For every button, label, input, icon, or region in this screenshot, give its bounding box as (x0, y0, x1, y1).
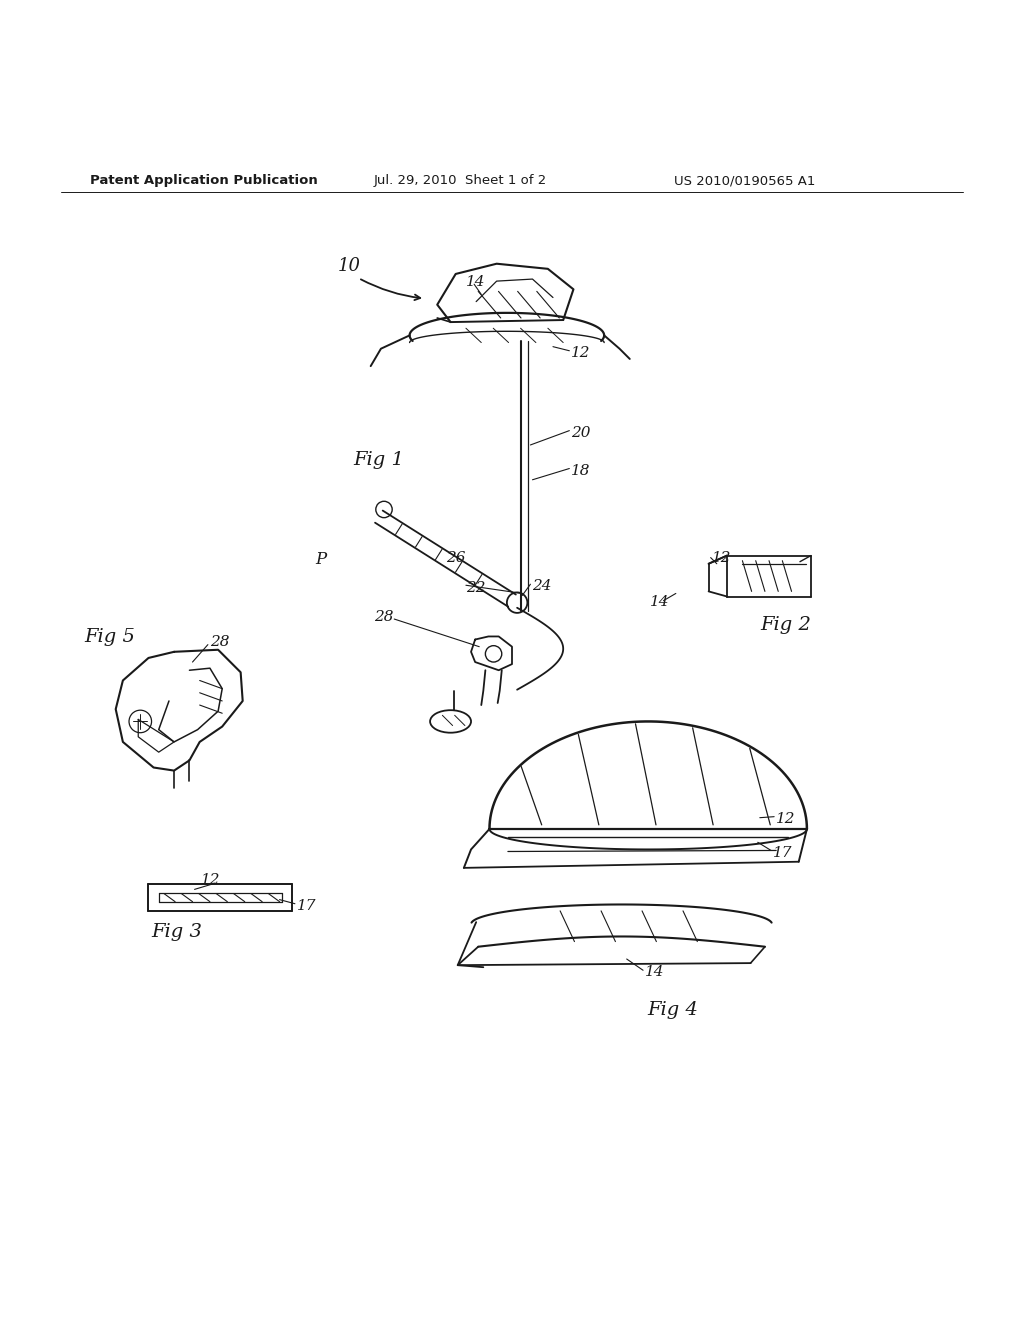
Text: 28: 28 (210, 635, 229, 648)
Text: 14: 14 (466, 275, 485, 289)
Text: Fig 5: Fig 5 (84, 628, 135, 647)
Text: US 2010/0190565 A1: US 2010/0190565 A1 (674, 174, 815, 187)
Text: 12: 12 (776, 812, 796, 826)
Text: 12: 12 (201, 873, 220, 887)
Text: Fig 2: Fig 2 (760, 616, 811, 634)
Text: 17: 17 (773, 846, 793, 859)
Text: 17: 17 (297, 899, 316, 912)
Text: 12: 12 (712, 550, 731, 565)
Text: Patent Application Publication: Patent Application Publication (90, 174, 317, 187)
Text: 22: 22 (466, 581, 485, 595)
Text: 20: 20 (571, 425, 591, 440)
Text: Jul. 29, 2010  Sheet 1 of 2: Jul. 29, 2010 Sheet 1 of 2 (374, 174, 547, 187)
Text: 28: 28 (374, 610, 393, 624)
Text: 14: 14 (650, 594, 670, 609)
Text: P: P (315, 552, 327, 568)
Text: Fig 3: Fig 3 (152, 924, 203, 941)
Text: Fig 1: Fig 1 (353, 451, 404, 470)
Text: 26: 26 (446, 550, 466, 565)
Text: 24: 24 (532, 579, 552, 593)
Text: 18: 18 (571, 463, 591, 478)
Text: Fig 4: Fig 4 (647, 1001, 698, 1019)
Text: 14: 14 (645, 965, 665, 979)
Text: 12: 12 (571, 346, 591, 360)
Text: 10: 10 (338, 257, 360, 275)
